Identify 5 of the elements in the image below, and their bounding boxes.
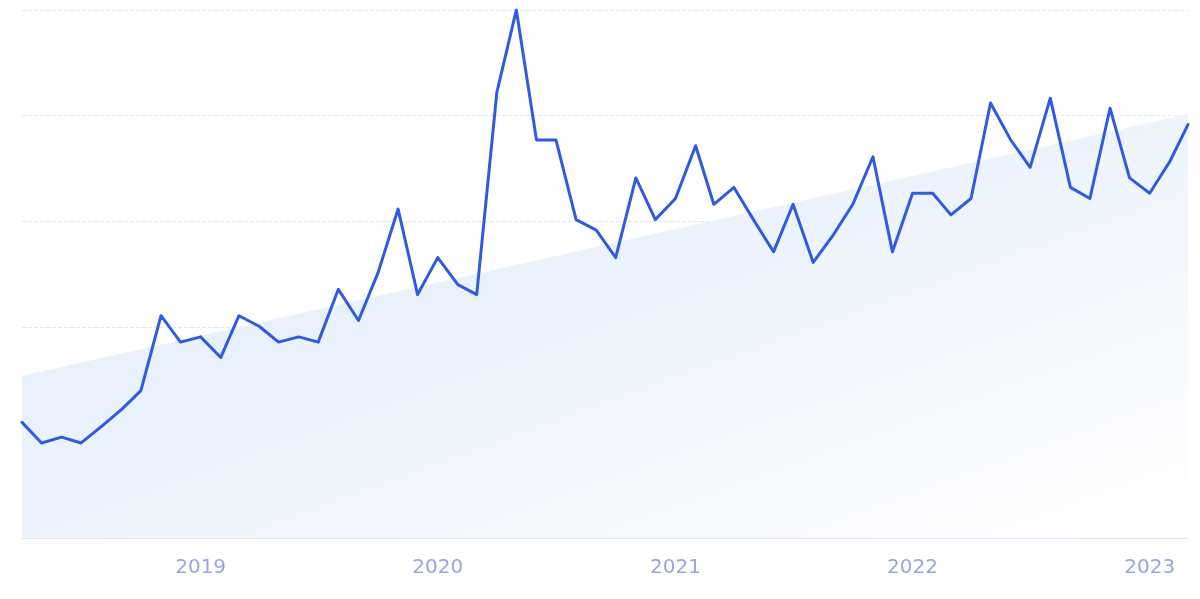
x-tick-label: 2021 <box>650 554 701 578</box>
x-tick-label: 2022 <box>887 554 939 578</box>
x-tick-label: 2020 <box>412 554 464 578</box>
x-tick-label: 2019 <box>175 554 227 578</box>
x-tick-label: 2023 <box>1124 554 1176 578</box>
